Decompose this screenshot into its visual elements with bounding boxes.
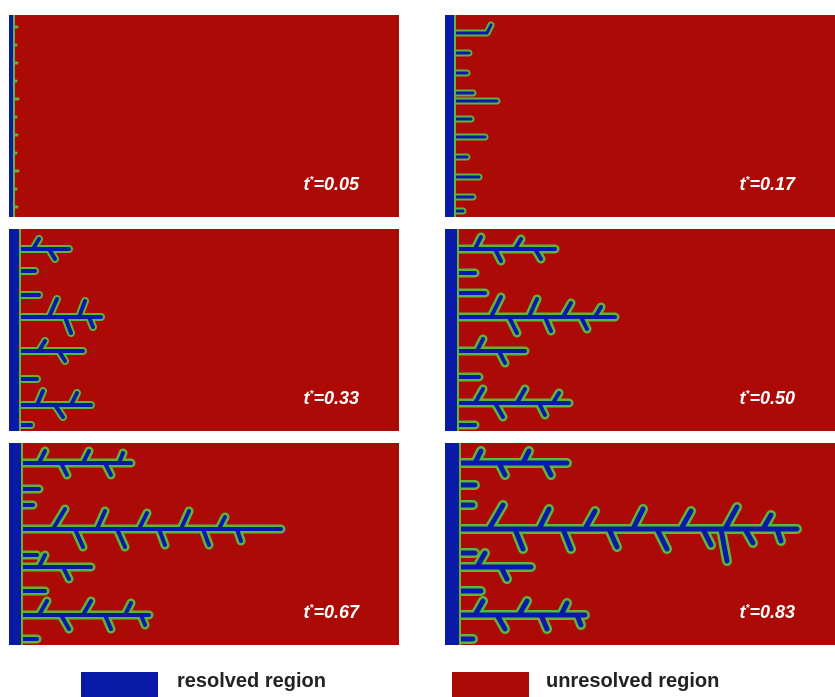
simulation-field [9, 229, 399, 431]
dendrite-branches [445, 232, 620, 430]
time-label: t*=0.67 [303, 602, 359, 622]
unresolved-region [9, 15, 399, 217]
time-label: t*=0.17 [739, 174, 795, 194]
simulation-field [9, 443, 399, 645]
resolved-region [445, 443, 459, 645]
unresolved-region [445, 229, 835, 431]
unresolved-region [445, 15, 835, 217]
legend-item-resolved: resolved region [81, 668, 401, 697]
simulation-field [445, 443, 835, 645]
time-label: t*=0.05 [303, 174, 359, 194]
panel-t-0-50: t*=0.50 [445, 229, 835, 431]
time-label: t*=0.50 [739, 388, 795, 408]
simulation-field [445, 15, 835, 217]
simulation-field [445, 229, 835, 431]
time-label: t*=0.83 [739, 602, 795, 622]
dendrite-branches [445, 446, 802, 644]
panel-t-0-83: t*=0.83 [445, 443, 835, 645]
dendrite-branches [9, 235, 105, 429]
legend-swatch-resolved [81, 672, 158, 697]
resolved-region [445, 15, 454, 217]
resolved-region [445, 229, 457, 431]
resolved-region [9, 229, 19, 431]
legend-label-unresolved: unresolved region [546, 670, 720, 692]
legend-item-unresolved: unresolved region [452, 668, 822, 697]
dendrite-branches [9, 446, 286, 644]
simulation-field [9, 15, 399, 217]
resolved-region [9, 443, 21, 645]
panel-t-0-67: t*=0.67 [9, 443, 399, 645]
panel-t-0-05: t*=0.05 [9, 15, 399, 217]
time-label: t*=0.33 [303, 388, 359, 408]
legend-label-resolved: resolved region [177, 670, 326, 692]
legend-swatch-unresolved [452, 672, 529, 697]
resolved-region [9, 15, 13, 217]
panel-t-0-33: t*=0.33 [9, 229, 399, 431]
panel-t-0-17: t*=0.17 [445, 15, 835, 217]
